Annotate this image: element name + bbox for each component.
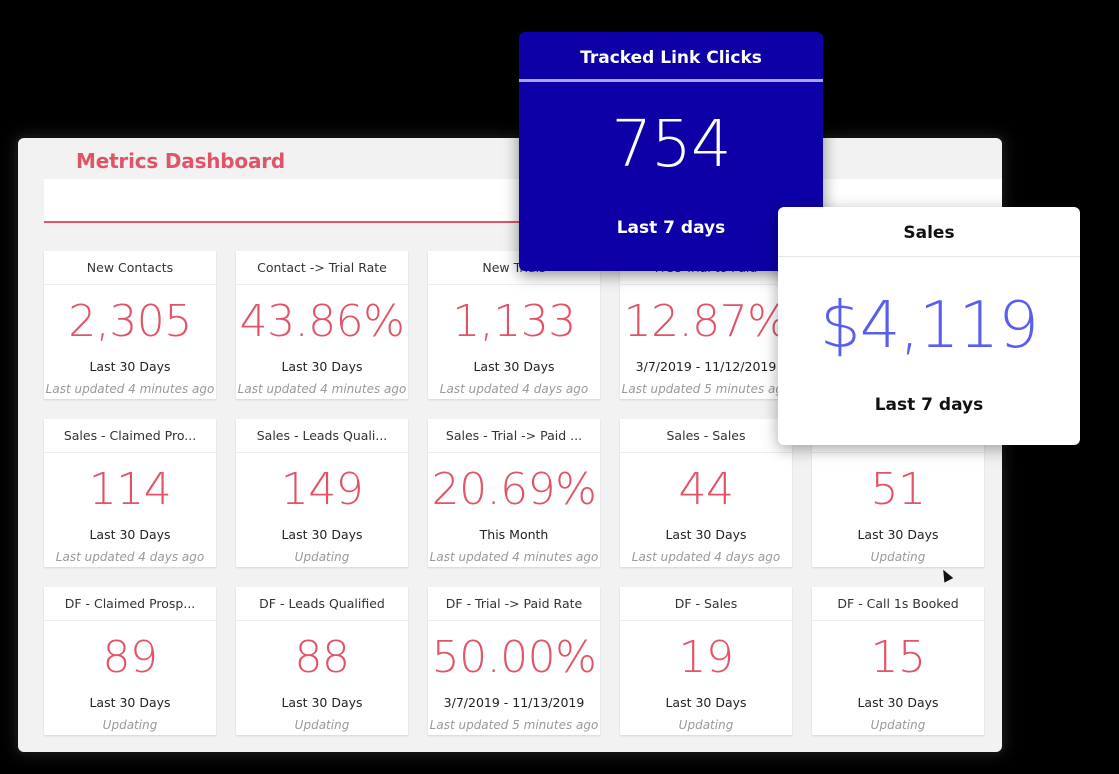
card-updated: Last updated 4 minutes ago bbox=[429, 550, 599, 564]
metric-card-df-leads-qualified[interactable]: DF - Leads Qualified 88 Last 30 Days Upd… bbox=[236, 587, 408, 735]
tracked-link-clicks-widget[interactable]: Tracked Link Clicks 754 Last 7 days bbox=[519, 32, 823, 271]
card-period: Last 30 Days bbox=[473, 359, 555, 374]
card-title: Contact -> Trial Rate bbox=[236, 251, 408, 285]
card-title: New Contacts bbox=[44, 251, 216, 285]
card-period: 3/7/2019 - 11/13/2019 bbox=[443, 695, 585, 710]
card-updated: Last updated 5 minutes ago bbox=[621, 382, 791, 396]
card-value: 2,305 bbox=[68, 296, 192, 347]
card-title: DF - Claimed Prosp... bbox=[44, 587, 216, 621]
widget-title: Tracked Link Clicks bbox=[519, 32, 823, 82]
card-period: Last 30 Days bbox=[89, 527, 171, 542]
card-updated: Updating bbox=[870, 718, 926, 732]
widget-value: $4,119 bbox=[820, 289, 1039, 363]
card-period: Last 30 Days bbox=[281, 527, 363, 542]
metric-card-free-trial-to-paid[interactable]: Free Trial to Paid 12.87% 3/7/2019 - 11/… bbox=[620, 251, 792, 399]
card-updated: Last updated 4 days ago bbox=[439, 382, 589, 396]
widget-title: Sales bbox=[778, 207, 1080, 257]
card-updated: Updating bbox=[294, 718, 350, 732]
page-title: Metrics Dashboard bbox=[76, 149, 286, 173]
card-period: Last 30 Days bbox=[89, 695, 171, 710]
card-updated: Last updated 4 days ago bbox=[631, 550, 781, 564]
card-updated: Last updated 4 days ago bbox=[55, 550, 205, 564]
card-value: 15 bbox=[870, 632, 927, 683]
metric-card-new-contacts[interactable]: New Contacts 2,305 Last 30 Days Last upd… bbox=[44, 251, 216, 399]
card-updated: Updating bbox=[102, 718, 158, 732]
widget-value: 754 bbox=[611, 108, 731, 182]
card-value: 88 bbox=[294, 632, 351, 683]
card-period: 3/7/2019 - 11/12/2019 bbox=[635, 359, 777, 374]
card-period: Last 30 Days bbox=[665, 527, 747, 542]
metric-card-df-trial-paid-rate[interactable]: DF - Trial -> Paid Rate 50.00% 3/7/2019 … bbox=[428, 587, 600, 735]
card-updated: Last updated 4 minutes ago bbox=[237, 382, 407, 396]
card-value: 149 bbox=[280, 464, 364, 515]
card-title: DF - Sales bbox=[620, 587, 792, 621]
card-value: 89 bbox=[102, 632, 159, 683]
card-value: 51 bbox=[870, 464, 927, 515]
card-updated: Last updated 5 minutes ago bbox=[429, 718, 599, 732]
card-period: Last 30 Days bbox=[89, 359, 171, 374]
card-value: 44 bbox=[678, 464, 735, 515]
card-updated: Updating bbox=[294, 550, 350, 564]
card-value: 1,133 bbox=[452, 296, 576, 347]
metric-card-sales-sales[interactable]: Sales - Sales 44 Last 30 Days Last updat… bbox=[620, 419, 792, 567]
card-updated: Last updated 4 minutes ago bbox=[45, 382, 215, 396]
card-period: Last 30 Days bbox=[857, 527, 939, 542]
card-title: Sales - Trial -> Paid ... bbox=[428, 419, 600, 453]
metric-card-sales-leads-qualified[interactable]: Sales - Leads Quali... 149 Last 30 Days … bbox=[236, 419, 408, 567]
metric-card-df-call-1s-booked[interactable]: DF - Call 1s Booked 15 Last 30 Days Upda… bbox=[812, 587, 984, 735]
card-title: DF - Trial -> Paid Rate bbox=[428, 587, 600, 621]
card-value: 114 bbox=[88, 464, 172, 515]
card-period: Last 30 Days bbox=[665, 695, 747, 710]
card-period: Last 30 Days bbox=[857, 695, 939, 710]
widget-period: Last 7 days bbox=[616, 218, 726, 238]
card-title: Sales - Sales bbox=[620, 419, 792, 453]
card-updated: Updating bbox=[678, 718, 734, 732]
sales-widget[interactable]: Sales $4,119 Last 7 days bbox=[778, 207, 1080, 445]
metric-card-df-claimed-prospects[interactable]: DF - Claimed Prosp... 89 Last 30 Days Up… bbox=[44, 587, 216, 735]
card-title: DF - Leads Qualified bbox=[236, 587, 408, 621]
card-period: Last 30 Days bbox=[281, 359, 363, 374]
card-value: 20.69% bbox=[431, 464, 597, 515]
widget-period: Last 7 days bbox=[874, 395, 984, 415]
card-period: This Month bbox=[479, 527, 549, 542]
card-value: 50.00% bbox=[431, 632, 597, 683]
metric-card-contact-trial-rate[interactable]: Contact -> Trial Rate 43.86% Last 30 Day… bbox=[236, 251, 408, 399]
card-value: 19 bbox=[678, 632, 735, 683]
card-title: Sales - Leads Quali... bbox=[236, 419, 408, 453]
metric-card-sales-claimed-prospects[interactable]: Sales - Claimed Pro... 114 Last 30 Days … bbox=[44, 419, 216, 567]
card-updated: Updating bbox=[870, 550, 926, 564]
metric-card-new-trials[interactable]: New Trials 1,133 Last 30 Days Last updat… bbox=[428, 251, 600, 399]
metric-card-df-sales[interactable]: DF - Sales 19 Last 30 Days Updating bbox=[620, 587, 792, 735]
card-title bbox=[812, 419, 984, 453]
card-period: Last 30 Days bbox=[281, 695, 363, 710]
card-value: 12.87% bbox=[623, 296, 789, 347]
card-title: Sales - Claimed Pro... bbox=[44, 419, 216, 453]
metric-card-sales-trial-paid[interactable]: Sales - Trial -> Paid ... 20.69% This Mo… bbox=[428, 419, 600, 567]
card-value: 43.86% bbox=[239, 296, 405, 347]
card-title: DF - Call 1s Booked bbox=[812, 587, 984, 621]
